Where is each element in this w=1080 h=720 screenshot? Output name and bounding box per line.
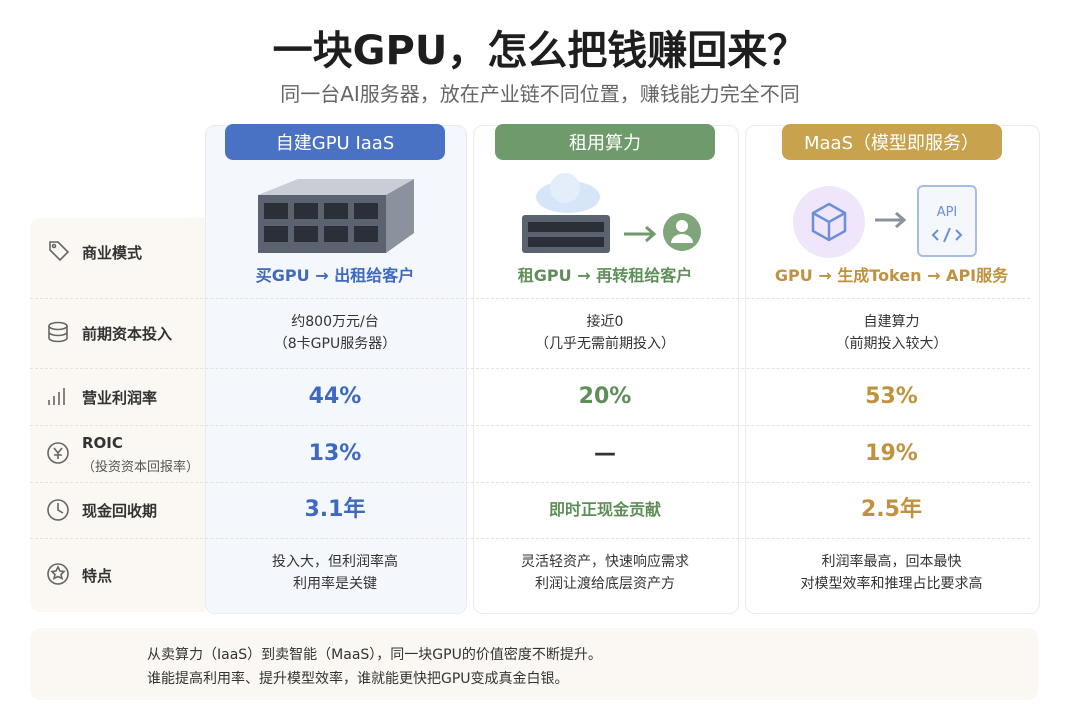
roic-cell: 13% xyxy=(308,440,362,466)
capex-line: （8卡GPU服务器） xyxy=(273,336,397,352)
margin-cell: 44% xyxy=(308,383,362,409)
capex-cell: 自建算力 （前期投入较大） xyxy=(745,298,1038,368)
model: 买GPU → 出租给客户 xyxy=(255,266,415,285)
feature-line: 投入大，但利润率高 xyxy=(272,554,398,570)
roic-cell: 19% xyxy=(865,440,918,466)
label-column xyxy=(30,218,205,612)
roic-cell: — xyxy=(594,440,616,466)
features-cell: 灵活轻资产，快速响应需求 利润让渡给底层资产方 xyxy=(473,538,737,608)
feature-line: 对模型效率和推理占比要求高 xyxy=(800,576,983,592)
capex-line: 接近0 xyxy=(586,314,624,330)
row-label: 营业利润率 xyxy=(82,388,158,407)
payback-cell: 3.1年 xyxy=(304,497,366,522)
column-card xyxy=(473,125,739,614)
feature-line: 灵活轻资产，快速响应需求 xyxy=(521,554,689,570)
capex-line: 自建算力 xyxy=(863,314,920,330)
capex-line: 约800万元/台 xyxy=(291,314,379,330)
feature-line: 利润率最高，回本最快 xyxy=(821,554,962,570)
footer-line: 从卖算力（IaaS）到卖智能（MaaS），同一块GPU的价值密度不断提升。 xyxy=(147,647,602,663)
row-label: 现金回收期 xyxy=(82,502,158,520)
rent-image xyxy=(522,173,701,253)
features-cell: 利润率最高，回本最快对模型效率和推理占比要求高 xyxy=(745,538,1038,608)
capex-cell: 接近0 （几乎无需前期投入） xyxy=(473,298,737,368)
column-header: MaaS（模型即服务） xyxy=(781,124,1002,160)
row-separator xyxy=(30,425,1030,426)
model: GPU → 生成Token → API服务 xyxy=(774,266,1009,285)
column-header: 租用算力 xyxy=(495,124,715,160)
subtitle: 同一台AI服务器，放在产业链不同位置，赚钱能力完全不同 xyxy=(280,82,800,106)
row-separator xyxy=(30,538,1030,539)
row-label: ROIC xyxy=(82,433,123,452)
capex-cell: 约800万元/台 （8卡GPU服务器） xyxy=(205,298,465,368)
column-header: 自建GPU IaaS xyxy=(225,124,445,160)
icon-label: API xyxy=(937,205,958,220)
feature-line: 利润让渡给底层资产方 xyxy=(535,576,675,592)
maas-image: API xyxy=(793,185,977,258)
row-separator xyxy=(30,298,1030,299)
model: 租GPU → 再转租给客户 xyxy=(517,266,693,285)
row-label: 特点 xyxy=(82,567,113,585)
capex-line: （前期投入较大） xyxy=(835,336,948,352)
payback-cell: 2.5年 xyxy=(861,497,922,522)
row-separator xyxy=(30,368,1030,369)
feature-line: 利用率是关键 xyxy=(293,576,377,592)
title: 一块GPU，怎么把钱赚回来？ xyxy=(272,28,808,74)
row-label: 商业模式 xyxy=(82,244,143,262)
capex-line: （几乎无需前期投入） xyxy=(535,336,675,352)
payback-cell: 即时正现金贡献 xyxy=(548,500,661,519)
row-label: 前期资本投入 xyxy=(82,325,173,343)
footer-box xyxy=(30,628,1038,700)
row-separator xyxy=(30,482,1030,483)
column-card xyxy=(745,125,1040,614)
row-sublabel: （投资资本回报率） xyxy=(82,459,200,475)
server-image xyxy=(258,179,414,253)
features-cell: 投入大，但利润率高 利用率是关键 xyxy=(205,538,465,608)
footer-line: 谁能提高利用率、提升模型效率，谁就能更快把GPU变成真金白银。 xyxy=(147,671,569,687)
margin-cell: 53% xyxy=(865,383,918,409)
margin-cell: 20% xyxy=(578,383,632,409)
